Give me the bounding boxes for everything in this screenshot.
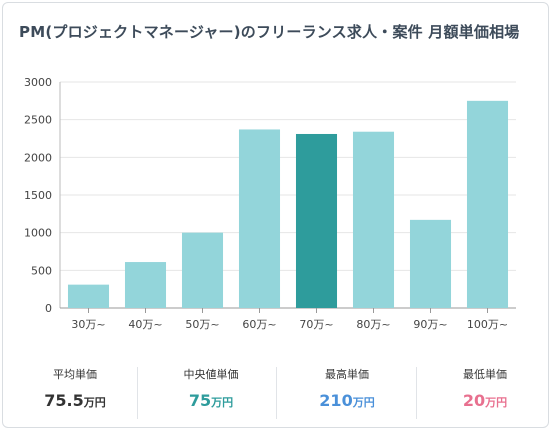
salary-card: PM(プロジェクトマネージャー)のフリーランス求人・案件 月額単価相場 0 500… [2,2,549,428]
x-tick-label: 90万~ [413,318,447,331]
stat-average: 平均単価 75.5万円 [7,367,143,419]
y-tick-label: 0 [45,302,52,315]
stat-divider [137,367,138,419]
y-tick-label: 1500 [24,189,52,202]
stat-divider [416,367,417,419]
x-tick-label: 100万~ [467,318,508,331]
card-title: PM(プロジェクトマネージャー)のフリーランス求人・案件 月額単価相場 [19,23,520,41]
bar [124,262,167,308]
x-tick-label: 70万~ [299,318,333,331]
y-tick-label: 2500 [24,114,52,127]
stat-max-value: 210 [319,391,353,410]
x-tick-label: 30万~ [71,318,105,331]
y-tick-label: 3000 [24,76,52,89]
bar [181,232,224,308]
y-tick-label: 500 [31,264,52,277]
y-tick-label: 2000 [24,151,52,164]
x-tick-label: 60万~ [242,318,276,331]
stat-median-unit: 万円 [211,396,234,409]
bar [67,284,110,308]
stat-median-label: 中央値単価 [183,368,239,381]
x-tick-label: 50万~ [185,318,219,331]
stats-row: 平均単価 75.5万円 中央値単価 75万円 最高単価 210万円 最低単価 2… [3,367,550,419]
stat-max: 最高単価 210万円 [279,367,415,419]
stat-min-label: 最低単価 [463,368,507,381]
bar [295,133,338,308]
stat-median-value: 75 [188,391,212,410]
stat-average-label: 平均単価 [53,368,97,381]
x-tick-label: 80万~ [356,318,390,331]
bar [352,131,395,308]
stat-max-label: 最高単価 [325,368,369,381]
bar [238,129,281,308]
bar-chart: 0 500 1000 1500 2000 2500 3000 30万~ 40万~ 50万~ 60万~… [24,76,516,331]
stat-min: 最低単価 20万円 [417,367,553,419]
stat-max-unit: 万円 [352,396,375,409]
stat-min-unit: 万円 [485,396,508,409]
stat-average-unit: 万円 [83,396,106,409]
stat-divider [276,367,277,419]
stat-average-value: 75.5 [44,391,84,410]
y-tick-label: 1000 [24,227,52,240]
stat-median: 中央値単価 75万円 [143,367,279,419]
bar [409,219,452,308]
x-tick-label: 40万~ [128,318,162,331]
stat-min-value: 20 [462,391,486,410]
bar [466,100,509,308]
